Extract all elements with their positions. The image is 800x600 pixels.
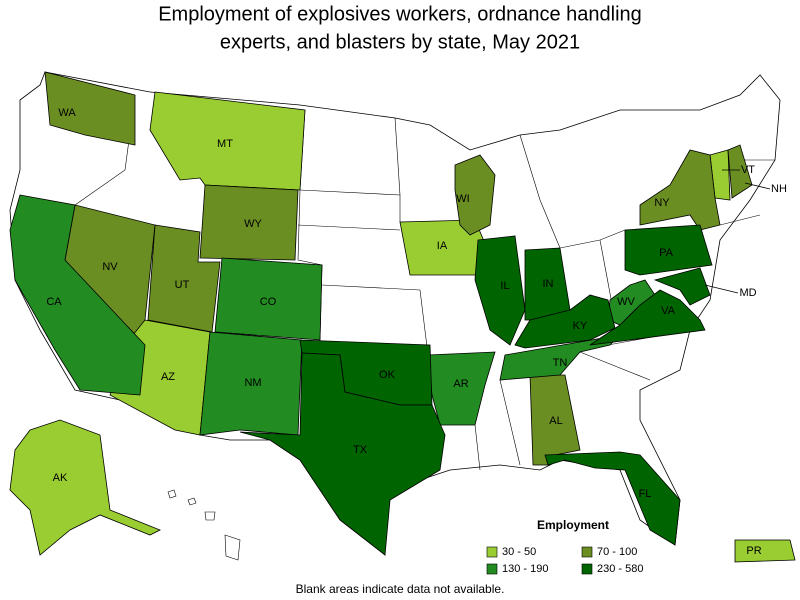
state-label: CO xyxy=(260,296,277,308)
state xyxy=(9,194,146,396)
state-label: OK xyxy=(379,369,396,381)
state xyxy=(199,184,299,261)
state xyxy=(147,224,221,333)
state-label: MD xyxy=(739,287,756,299)
state-label: PR xyxy=(746,545,761,557)
state-label: NY xyxy=(654,197,670,209)
state xyxy=(653,267,711,306)
state xyxy=(514,294,616,349)
state xyxy=(9,419,161,556)
state xyxy=(199,331,303,436)
legend-swatch xyxy=(486,546,498,558)
state-label: FL xyxy=(639,488,652,500)
state-label: NH xyxy=(771,183,787,195)
state-label: WI xyxy=(456,193,469,205)
state xyxy=(454,154,496,236)
state xyxy=(474,235,526,346)
legend-label: 230 - 580 xyxy=(597,563,643,575)
state-label: KY xyxy=(573,320,588,332)
state-label: NM xyxy=(244,377,261,389)
state-label: WY xyxy=(244,218,262,230)
state-label: AZ xyxy=(161,371,175,383)
state-label: WV xyxy=(617,296,635,308)
state-label: WA xyxy=(58,107,76,119)
note: Blank areas indicate data not available. xyxy=(296,582,505,596)
legend-swatch xyxy=(581,546,593,558)
state-label: TX xyxy=(353,444,368,456)
state xyxy=(624,224,713,276)
state-label: AL xyxy=(549,415,562,427)
state xyxy=(239,352,446,556)
state xyxy=(214,257,323,341)
state-label: UT xyxy=(175,279,190,291)
legend-label: 70 - 100 xyxy=(597,546,637,558)
state-label: NV xyxy=(102,261,118,273)
state-label: AK xyxy=(53,472,68,484)
state-label: VT xyxy=(741,164,755,176)
state-label: VA xyxy=(661,305,676,317)
state-label: PA xyxy=(659,247,674,259)
legend-title: Employment xyxy=(537,518,609,532)
legend-label: 30 - 50 xyxy=(502,546,536,558)
state-label: AR xyxy=(453,378,468,390)
state-label: IL xyxy=(500,280,509,292)
state-label: MT xyxy=(217,138,233,150)
state xyxy=(149,91,306,191)
state xyxy=(639,149,721,231)
state-label: IN xyxy=(543,278,554,290)
title-line: experts, and blasters by state, May 2021 xyxy=(220,31,580,53)
state-label: IA xyxy=(437,240,448,252)
state xyxy=(734,539,796,563)
state xyxy=(44,71,136,146)
state xyxy=(589,289,706,346)
state-label: CA xyxy=(46,296,62,308)
state xyxy=(544,451,681,546)
legend-swatch xyxy=(486,563,498,575)
title-line: Employment of explosives workers, ordnan… xyxy=(158,3,642,25)
legend-label: 130 - 190 xyxy=(502,563,548,575)
legend-swatch xyxy=(581,563,593,575)
hawaii xyxy=(167,489,241,561)
state-label: TN xyxy=(553,357,568,369)
leader-lines xyxy=(704,169,771,294)
